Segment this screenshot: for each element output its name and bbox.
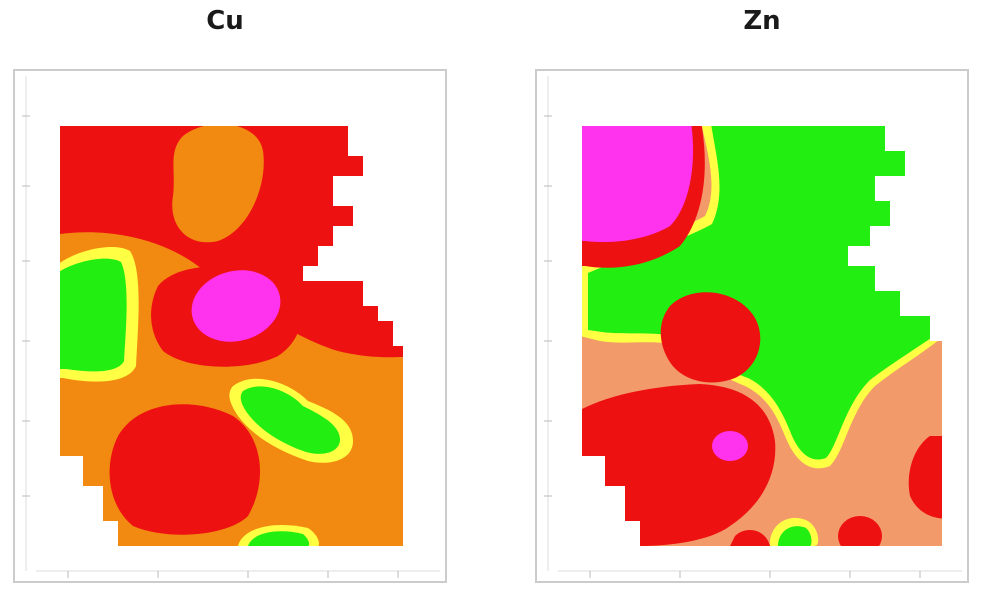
- map-panel-cu: [8, 66, 458, 596]
- map-title-cu: Cu: [206, 6, 244, 36]
- map-zn: [535, 69, 969, 583]
- map-cu: [13, 69, 447, 583]
- map-title-zn: Zn: [743, 6, 781, 36]
- map-panel-zn: [530, 66, 980, 596]
